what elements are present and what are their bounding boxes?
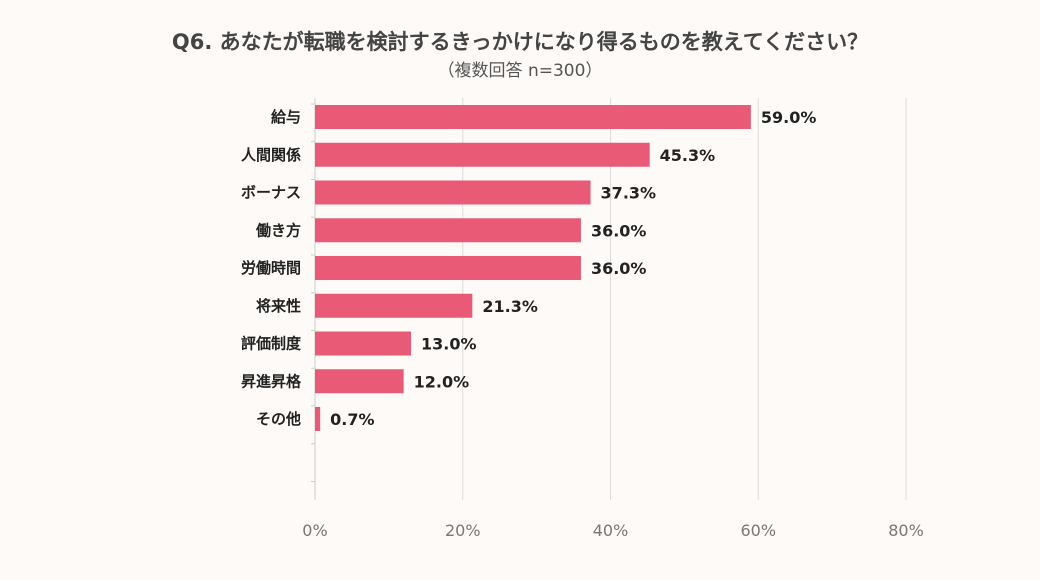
x-tick-label: 80%: [888, 521, 924, 540]
bar: [315, 218, 581, 243]
category-label: 労働時間: [241, 259, 301, 277]
category-label: 働き方: [255, 221, 301, 239]
category-label: 給与: [271, 108, 301, 126]
value-label: 0.7%: [330, 410, 374, 429]
value-label: 45.3%: [660, 146, 716, 165]
chart-subtitle: （複数回答 n=300）: [437, 61, 603, 81]
value-label: 21.3%: [482, 297, 538, 316]
bar: [315, 105, 751, 129]
bar: [315, 331, 412, 356]
value-label: 37.3%: [601, 184, 657, 203]
value-label: 59.0%: [761, 108, 817, 127]
category-label: 評価制度: [241, 335, 302, 353]
chart-title: Q6. あなたが転職を検討するきっかけになり得るものを教えてください？: [171, 30, 869, 54]
category-label: ボーナス: [241, 184, 301, 202]
value-label: 12.0%: [414, 372, 470, 391]
bar: [315, 293, 473, 318]
category-label: 人間関係: [241, 146, 301, 164]
value-label: 13.0%: [421, 335, 477, 354]
x-tick-label: 40%: [593, 521, 629, 540]
x-tick-label: 0%: [302, 521, 327, 540]
bar: [315, 369, 404, 394]
x-tick-label: 20%: [445, 521, 481, 540]
x-tick-label: 60%: [740, 521, 776, 540]
bar: [315, 180, 591, 205]
category-label: 将来性: [256, 297, 301, 315]
value-label: 36.0%: [591, 259, 647, 278]
category-label: 昇進昇格: [241, 372, 302, 390]
value-label: 36.0%: [591, 221, 647, 240]
category-label: その他: [256, 410, 301, 428]
bar: [315, 256, 581, 280]
bar: [315, 407, 321, 431]
bar: [315, 142, 650, 167]
